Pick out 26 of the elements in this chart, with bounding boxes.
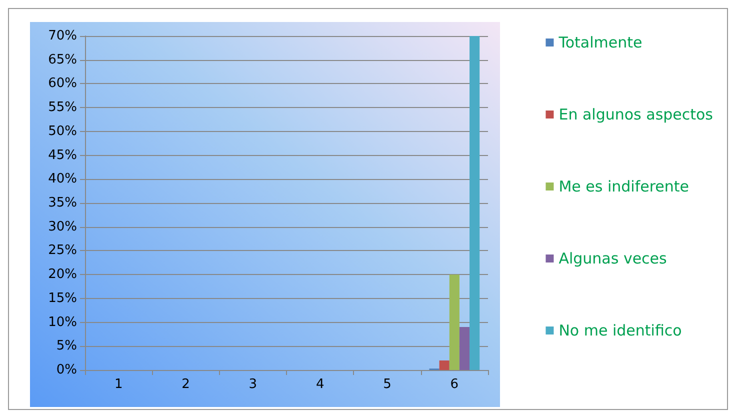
x-tick-label: 3	[248, 377, 258, 392]
x-tick-label: 1	[114, 377, 123, 392]
y-tick-label: 55%	[48, 100, 77, 116]
y-tick-label: 10%	[48, 314, 77, 330]
y-tick-label: 20%	[48, 267, 77, 282]
y-tick-label: 50%	[48, 124, 77, 139]
y-tick-label: 35%	[48, 196, 77, 210]
x-tick-label: 2	[182, 377, 190, 392]
x-tick-label: 6	[450, 377, 459, 392]
y-tick-label: 45%	[48, 148, 77, 163]
legend-label: Algunas veces	[558, 250, 668, 268]
legend-label: No me identifico	[558, 322, 682, 340]
y-tick-label: 30%	[48, 219, 77, 234]
y-tick-label: 65%	[48, 52, 77, 68]
y-tick-label: 25%	[48, 243, 77, 258]
legend-label: Me es indiferente	[558, 178, 690, 196]
y-tick-label: 70%	[48, 28, 77, 44]
x-tick-label: 4	[316, 377, 324, 392]
y-tick-label: 40%	[48, 172, 77, 187]
y-tick-label: 5%	[56, 338, 77, 354]
x-tick-label: 5	[383, 377, 392, 392]
y-tick-label: 0%	[56, 362, 77, 378]
legend-label: En algunos aspectos	[558, 106, 714, 124]
y-tick-label: 60%	[48, 76, 77, 92]
y-tick-label: 15%	[48, 290, 77, 306]
legend-label: Totalmente	[558, 34, 642, 52]
